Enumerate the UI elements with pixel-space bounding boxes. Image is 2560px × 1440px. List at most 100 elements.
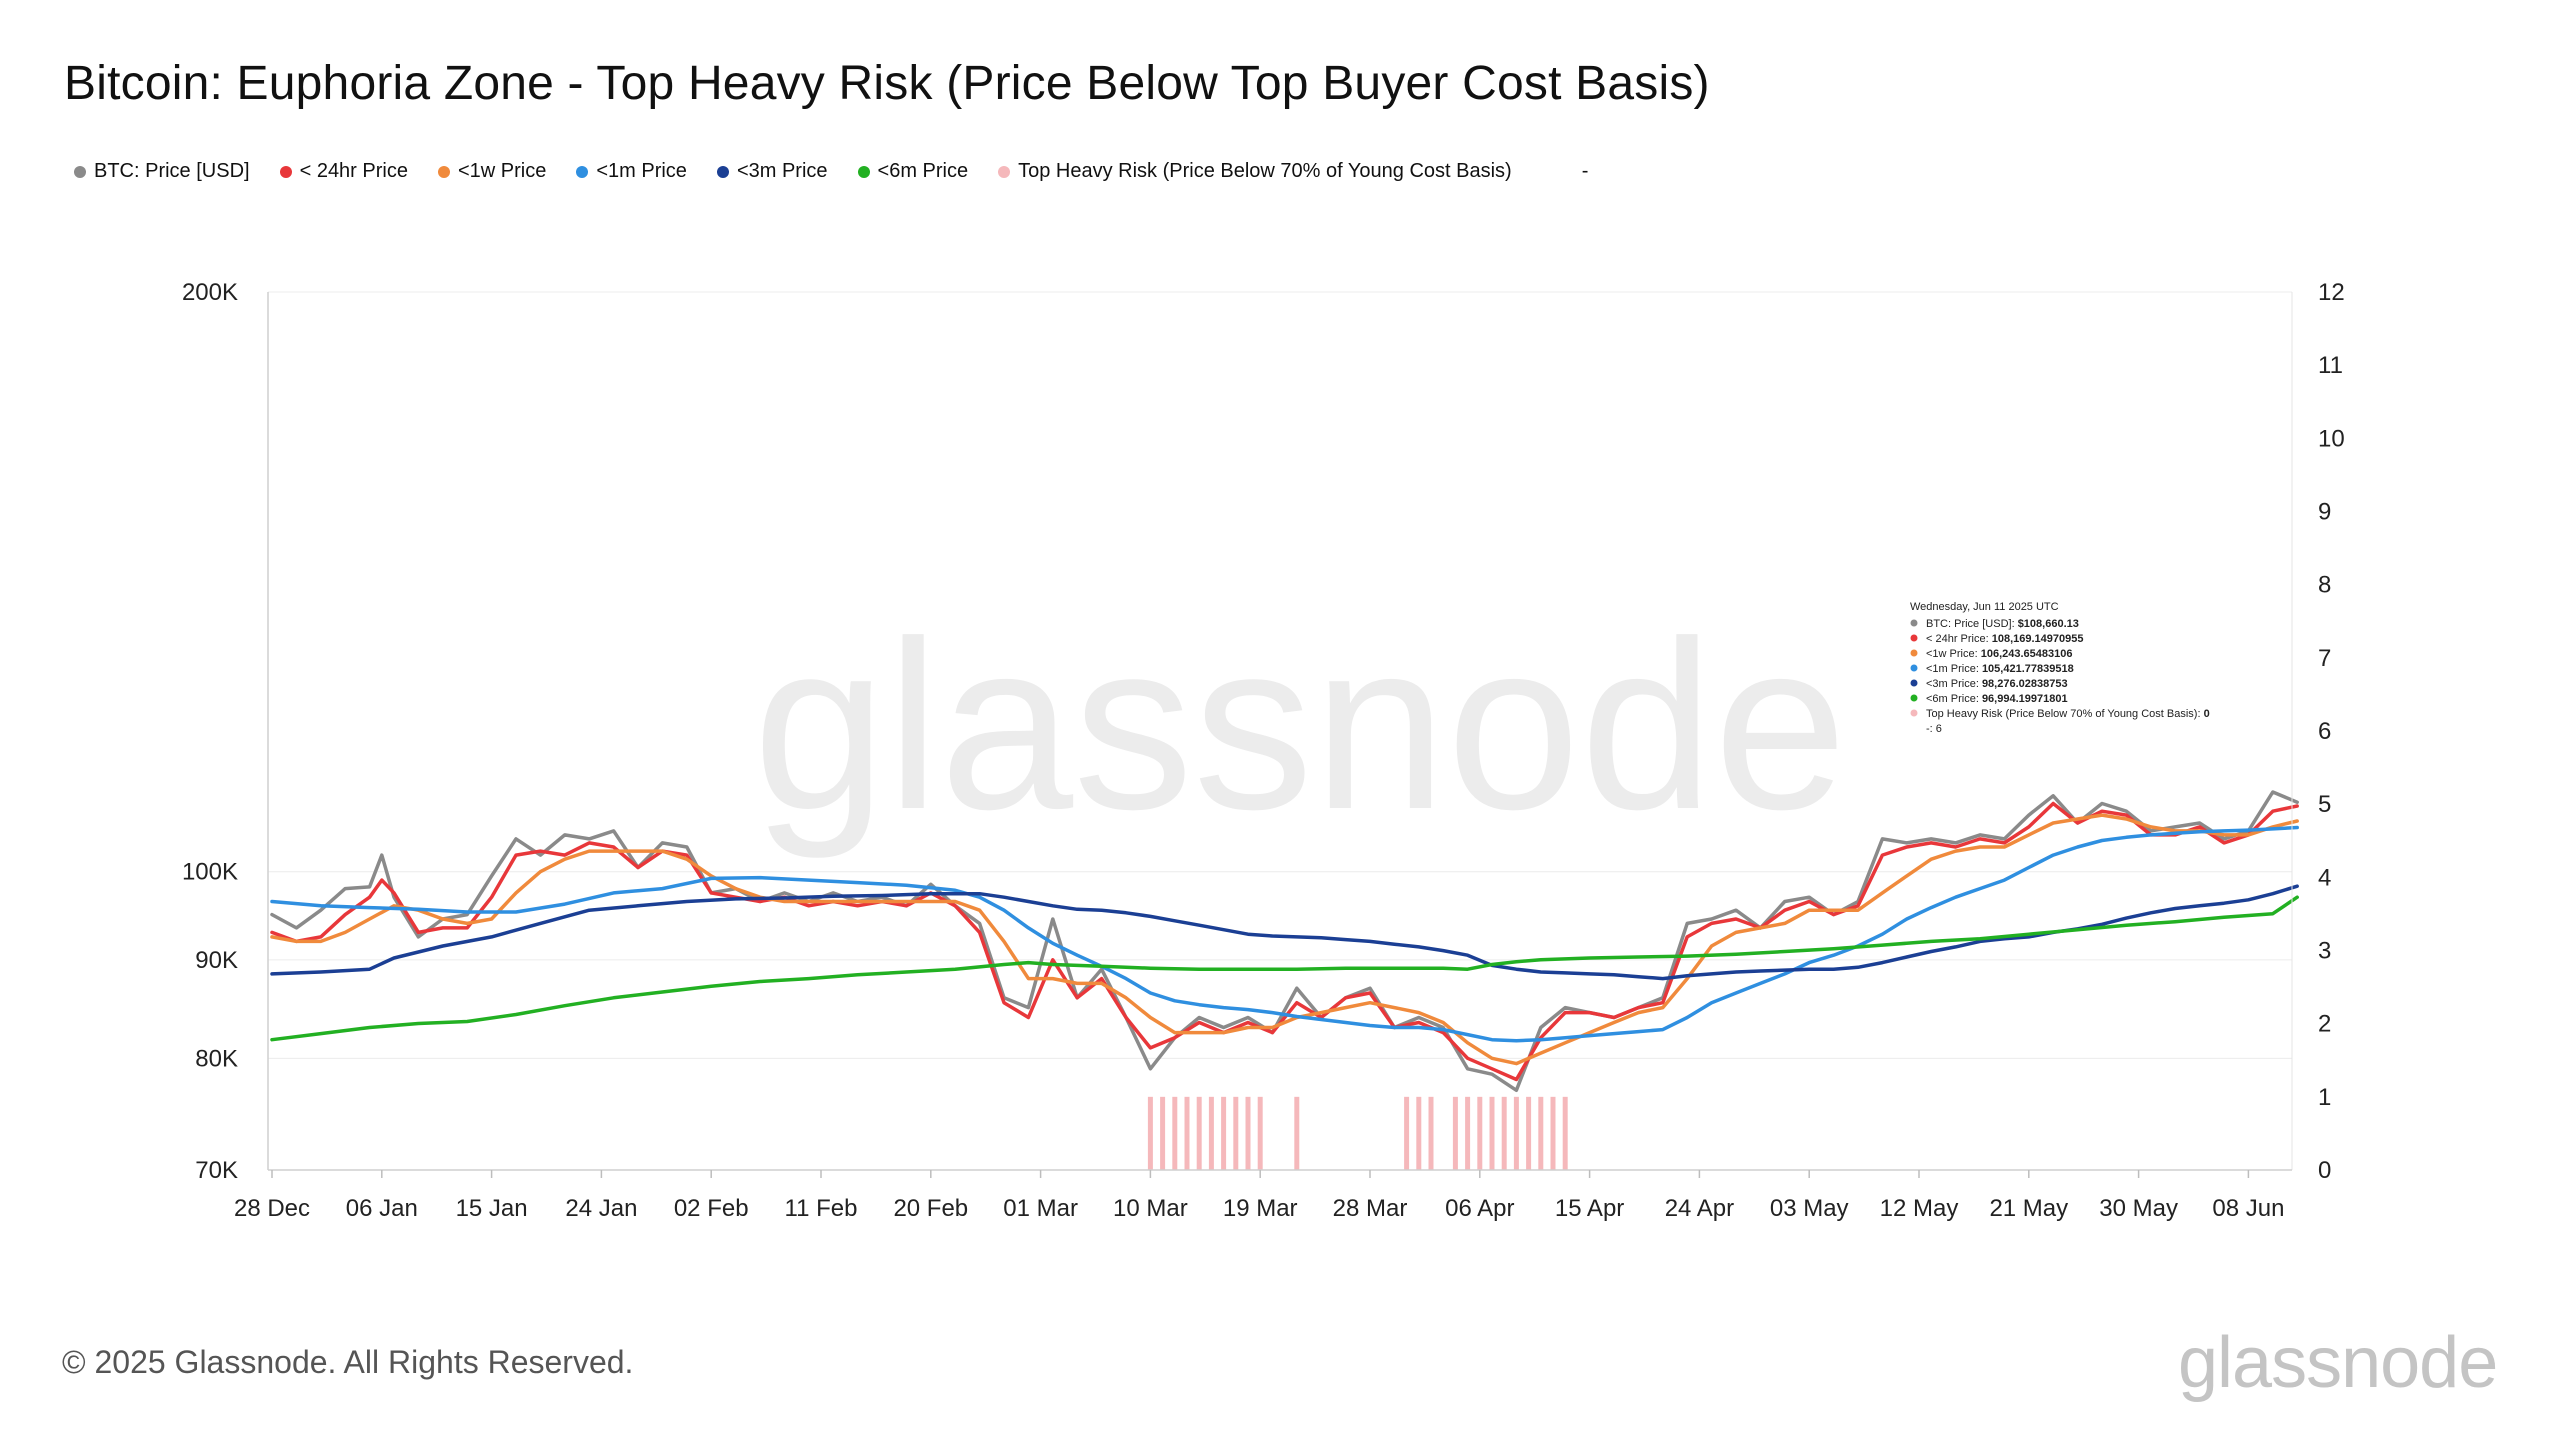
- x-tick-label: 24 Jan: [565, 1195, 637, 1222]
- legend-item-1w-price[interactable]: <1w Price: [437, 160, 547, 183]
- y-tick-label: 90K: [195, 947, 238, 974]
- y2-tick-label: 8: [2318, 572, 2331, 599]
- tooltip-dot-icon: [1910, 709, 1918, 717]
- top-heavy-risk-bar: [1245, 1096, 1251, 1170]
- y2-tick-label: 4: [2318, 864, 2331, 891]
- legend-item-3m-price[interactable]: <3m Price: [716, 160, 828, 183]
- legend-item-1m-price[interactable]: <1m Price: [576, 160, 687, 183]
- y2-tick-label: 12: [2318, 279, 2345, 306]
- y2-tick-label: 6: [2318, 718, 2331, 745]
- y2-tick-label: 7: [2318, 645, 2331, 672]
- y2-tick-label: 2: [2318, 1011, 2331, 1038]
- legend-item-24hr-price[interactable]: < 24hr Price: [279, 160, 408, 183]
- legend-label: Top Heavy Risk (Price Below 70% of Young…: [1018, 160, 1512, 182]
- tooltip-row: Top Heavy Risk (Price Below 70% of Young…: [1926, 708, 2210, 720]
- top-heavy-risk-bar: [1233, 1096, 1239, 1170]
- legend-dot-icon: [437, 165, 450, 178]
- x-tick-label: 06 Jan: [346, 1195, 418, 1222]
- legend-label: <1m Price: [596, 160, 687, 182]
- legend-label: < 24hr Price: [299, 160, 408, 182]
- legend-dot-icon: [279, 165, 292, 178]
- tooltip-row: BTC: Price [USD]: $108,660.13: [1926, 618, 2079, 630]
- y2-tick-label: 5: [2318, 791, 2331, 818]
- series-line: [270, 825, 2299, 1043]
- series-line: [270, 895, 2299, 1042]
- tooltip-row: <1m Price: 105,421.77839518: [1926, 663, 2074, 675]
- y-tick-label: 80K: [195, 1045, 238, 1072]
- top-heavy-risk-bar: [1452, 1096, 1458, 1170]
- top-heavy-risk-bar: [1172, 1096, 1178, 1170]
- legend-item-6m-price[interactable]: <6m Price: [857, 160, 969, 183]
- top-heavy-risk-bar: [1465, 1096, 1471, 1170]
- page-title: Bitcoin: Euphoria Zone - Top Heavy Risk …: [64, 57, 1710, 110]
- x-tick-label: 30 May: [2099, 1195, 2178, 1222]
- y2-tick-label: 11: [2318, 352, 2343, 379]
- top-heavy-risk-bar: [1294, 1096, 1300, 1170]
- x-tick-label: 03 May: [1770, 1195, 1849, 1222]
- x-tick-label: 01 Mar: [1003, 1195, 1078, 1222]
- legend-label: <3m Price: [736, 160, 828, 182]
- legend: BTC: Price [USD] < 24hr Price <1w Price …: [74, 160, 1588, 183]
- tooltip-dot-icon: [1910, 679, 1918, 687]
- glassnode-logo: glassnode: [2178, 1323, 2498, 1403]
- x-tick-label: 21 May: [1989, 1195, 2068, 1222]
- tooltip: Wednesday, Jun 11 2025 UTC BTC: Price [US…: [1910, 601, 2210, 735]
- x-tick-label: 08 Jun: [2212, 1195, 2284, 1222]
- tooltip-dot-icon: [1910, 634, 1918, 642]
- top-heavy-risk-bar: [1257, 1096, 1263, 1170]
- y2-tick-label: 3: [2318, 938, 2331, 965]
- top-heavy-risk-bar: [1513, 1096, 1519, 1170]
- x-tick-label: 19 Mar: [1223, 1195, 1298, 1222]
- series-line: [270, 813, 2299, 1066]
- tooltip-row: < 24hr Price: 108,169.14970955: [1926, 633, 2084, 645]
- top-heavy-risk-bar: [1208, 1096, 1214, 1170]
- y2-tick-label: 1: [2318, 1084, 2331, 1111]
- legend-dot-icon: [857, 165, 870, 178]
- legend-dot-icon: [74, 165, 86, 178]
- tooltip-dot-icon: [1910, 649, 1918, 657]
- tooltip-row: <6m Price: 96,994.19971801: [1926, 693, 2068, 705]
- top-heavy-risk-bar: [1196, 1096, 1202, 1170]
- copyright-text: © 2025 Glassnode. All Rights Reserved.: [62, 1344, 634, 1380]
- top-heavy-risk-bar: [1477, 1096, 1483, 1170]
- top-heavy-risk-bar: [1184, 1096, 1190, 1170]
- top-heavy-risk-bar: [1160, 1096, 1166, 1170]
- x-tick-label: 06 Apr: [1445, 1195, 1514, 1222]
- top-heavy-risk-bar: [1562, 1096, 1568, 1170]
- top-heavy-risk-bar: [1526, 1096, 1532, 1170]
- top-heavy-risk-bar: [1404, 1096, 1410, 1170]
- tooltip-dot-icon: [1910, 664, 1918, 672]
- legend-label: <1w Price: [457, 160, 547, 182]
- tooltip-dot-icon: [1910, 694, 1918, 702]
- legend-item-top-heavy-risk[interactable]: Top Heavy Risk (Price Below 70% of Young…: [998, 160, 1512, 183]
- x-tick-label: 02 Feb: [674, 1195, 749, 1222]
- top-heavy-risk-bar: [1147, 1096, 1153, 1170]
- legend-label: <6m Price: [877, 160, 969, 182]
- x-tick-label: 28 Mar: [1333, 1195, 1408, 1222]
- tooltip-row: <1w Price: 106,243.65483106: [1926, 648, 2072, 660]
- x-tick-label: 20 Feb: [893, 1195, 968, 1222]
- tooltip-row: <3m Price: 98,276.02838753: [1926, 678, 2068, 690]
- top-heavy-risk-bar: [1550, 1096, 1556, 1170]
- top-heavy-risk-bar: [1428, 1096, 1434, 1170]
- top-heavy-risk-bar: [1416, 1096, 1422, 1170]
- x-tick-label: 10 Mar: [1113, 1195, 1188, 1222]
- x-tick-label: 12 May: [1880, 1195, 1959, 1222]
- y-tick-label: 70K: [195, 1157, 238, 1184]
- legend-dot-icon: [576, 165, 589, 178]
- top-heavy-risk-bar: [1221, 1096, 1227, 1170]
- tooltip-date: Wednesday, Jun 11 2025 UTC: [1910, 601, 2059, 613]
- y2-tick-label: 10: [2318, 425, 2345, 452]
- top-heavy-risk-bar: [1501, 1096, 1507, 1170]
- top-heavy-risk-bar: [1538, 1096, 1544, 1170]
- legend-dot-icon: [998, 165, 1011, 178]
- top-heavy-risk-bar: [1489, 1096, 1495, 1170]
- y-tick-label: 200K: [182, 279, 238, 306]
- legend-item-btc-price[interactable]: BTC: Price [USD]: [74, 160, 250, 183]
- series-line: [270, 884, 2299, 981]
- tooltip-extra: -: 6: [1926, 723, 1942, 735]
- series-line: [270, 801, 2299, 1082]
- y2-tick-label: 0: [2318, 1157, 2331, 1184]
- watermark: glassnode: [753, 591, 1847, 859]
